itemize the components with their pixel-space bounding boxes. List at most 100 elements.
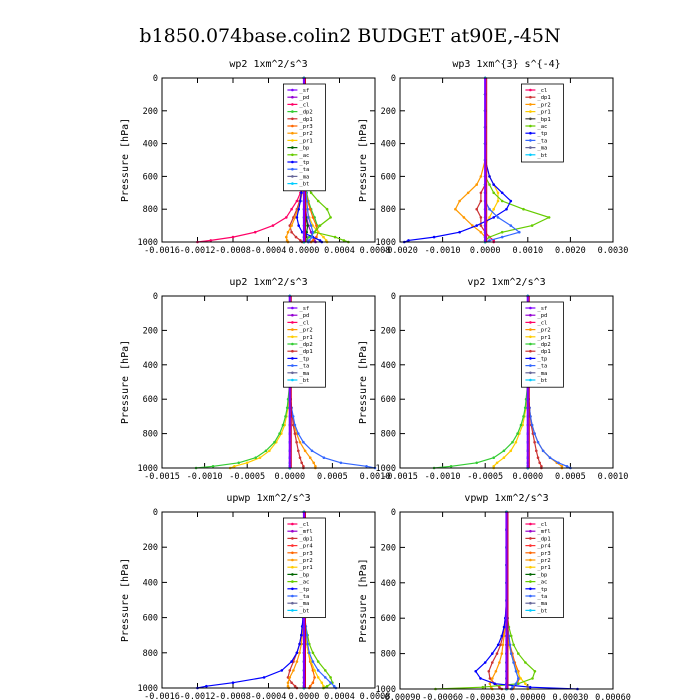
data-point [488, 207, 491, 211]
panel-1: wp2 1xm^2/s^3 Pressure [hPa] 0 200 400 600 800… [120, 59, 390, 256]
legend-marker [291, 131, 294, 135]
legend-label: _dp2 [299, 342, 312, 348]
data-point [308, 235, 311, 239]
data-point [305, 199, 309, 203]
x-tick-label: -0.0008 [215, 246, 251, 256]
data-point [536, 440, 540, 444]
legend-marker [291, 335, 294, 339]
legend-label: _mfl [299, 529, 312, 535]
legend-marker [291, 139, 294, 142]
data-point [488, 175, 491, 178]
data-point [333, 235, 337, 239]
data-point [307, 216, 310, 219]
legend-label: _dp1 [299, 117, 312, 123]
legend-label: _cl [537, 522, 547, 528]
y-tick-label: 800 [143, 649, 158, 659]
legend-label: _sf [537, 306, 547, 312]
data-point [309, 191, 313, 195]
legend-label: _ma [537, 601, 547, 607]
legend-label: _tp [537, 587, 547, 593]
data-point [458, 230, 461, 234]
data-point [479, 175, 483, 178]
data-point [316, 676, 320, 679]
y-tick-label: 200 [143, 107, 158, 117]
legend-marker [529, 565, 532, 569]
data-point [293, 432, 297, 435]
legend-label: _tp [537, 131, 547, 137]
legend-label: _bt [299, 378, 309, 384]
data-point [502, 456, 506, 460]
legend-label: _pr2 [537, 328, 550, 334]
data-point [288, 224, 292, 227]
data-point [292, 660, 295, 663]
data-point [475, 207, 479, 211]
y-tick-label: 600 [381, 395, 396, 405]
legend-marker [529, 587, 532, 591]
data-point [365, 465, 368, 468]
data-point [342, 239, 346, 242]
legend-marker [291, 349, 294, 353]
x-tick-label: 0.0000 [289, 246, 320, 256]
legend-marker [291, 537, 294, 540]
data-point [488, 183, 491, 186]
legend-label: _dp1 [299, 349, 312, 355]
legend-label: _bt [537, 608, 547, 614]
data-point [205, 684, 208, 688]
y-tick-label: 400 [143, 361, 158, 371]
legend-marker [291, 609, 294, 612]
data-point [310, 235, 314, 239]
y-tick-label: 1000 [138, 464, 158, 474]
data-point [253, 230, 257, 234]
y-tick-label: 1000 [376, 238, 396, 248]
y-tick-label: 200 [381, 107, 396, 117]
data-point [262, 676, 266, 679]
data-point [522, 415, 525, 418]
data-point [308, 651, 311, 655]
data-point [492, 183, 496, 186]
legend-marker [529, 537, 532, 540]
data-point [475, 461, 479, 465]
legend-label: _ta [299, 364, 309, 370]
data-point [311, 224, 315, 227]
data-point [318, 239, 322, 242]
data-point [483, 661, 487, 664]
data-point [512, 643, 515, 647]
data-point [311, 230, 315, 234]
legend-label: _sf [299, 88, 309, 94]
plot-frame [161, 295, 376, 469]
legend-marker [529, 522, 532, 526]
panel-3: up2 1xm^2/s^3 Pressure [hPa] 0 200 400 600 800… [120, 277, 390, 482]
x-tick-label: 0.0008 [360, 692, 391, 700]
legend-label: _pr2 [299, 558, 312, 564]
data-point [305, 230, 309, 234]
legend-marker [529, 594, 532, 598]
data-point [288, 676, 292, 679]
data-point [509, 634, 513, 638]
legend-label: _pd [537, 313, 547, 319]
legend-label: _pr1 [537, 565, 550, 571]
legend-label: _ma [299, 601, 309, 607]
data-point [281, 423, 285, 427]
legend-label: _pr2 [537, 558, 550, 564]
data-point [502, 625, 506, 629]
data-point [466, 191, 470, 195]
data-point [295, 216, 299, 219]
data-point [264, 449, 268, 453]
legend-marker [291, 182, 294, 185]
legend-label: _pr3 [299, 551, 312, 557]
x-tick-label: 0.0005 [555, 472, 586, 482]
data-point [294, 235, 298, 239]
data-point [501, 643, 505, 647]
data-point [311, 651, 315, 655]
legend-marker [291, 313, 294, 317]
legend-marker [291, 544, 294, 547]
legend-marker [529, 139, 532, 142]
legend-label: _dp1 [299, 536, 312, 542]
data-point [479, 199, 483, 203]
data-point [496, 191, 500, 195]
y-tick-label: 800 [381, 205, 396, 215]
data-point [530, 224, 534, 227]
legend-marker [291, 522, 294, 526]
y-axis-label: Pressure [hPa] [358, 340, 369, 424]
